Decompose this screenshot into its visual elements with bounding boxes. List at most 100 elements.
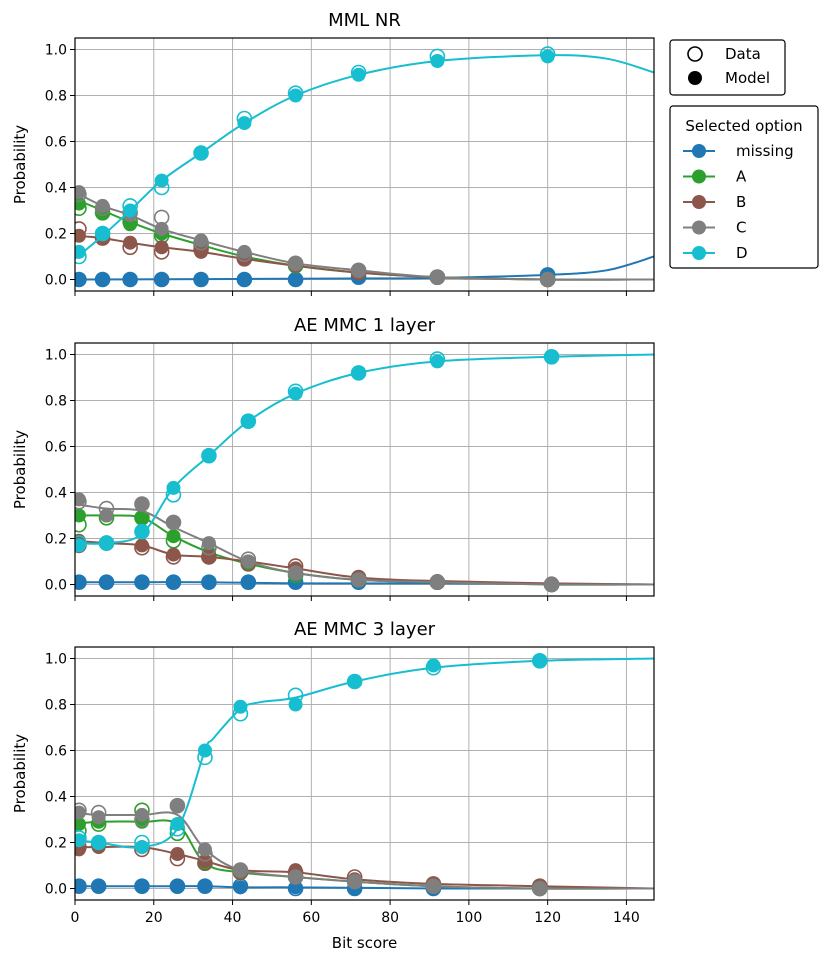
- model-point-A: [134, 510, 149, 525]
- model-point-D: [91, 835, 106, 850]
- legend-marker-icon: [692, 144, 706, 158]
- legend-data-model: Data Model: [669, 39, 786, 96]
- model-point-C: [288, 870, 303, 884]
- y-tick-label: 0.8: [45, 89, 67, 105]
- model-point-C: [347, 874, 362, 889]
- model-point-missing: [233, 880, 248, 895]
- model-point-D: [233, 699, 248, 714]
- model-point-A: [75, 817, 86, 832]
- model-point-C: [430, 575, 445, 590]
- legend-label-B: B: [736, 193, 746, 211]
- model-point-D: [347, 674, 362, 689]
- series-C: [75, 492, 654, 593]
- model-point-missing: [134, 879, 149, 894]
- model-point-C: [351, 572, 366, 587]
- panel-3: 0.0 0.2 0.4 0.6 0.8 1.0 0 20 40 60 80 100 120 140 AE M…: [11, 619, 655, 952]
- model-point-C: [430, 270, 445, 285]
- model-point-D: [166, 480, 181, 495]
- model-point-missing: [194, 272, 209, 287]
- series-layer: [75, 652, 654, 897]
- model-point-B: [166, 547, 181, 562]
- legend-title: Selected option: [685, 117, 802, 135]
- y-axis-label: Probability: [11, 430, 29, 509]
- model-point-D: [154, 173, 169, 188]
- model-point-D: [288, 697, 303, 712]
- legend-entry-D: D: [683, 244, 748, 262]
- x-tick-label: 140: [613, 910, 640, 926]
- y-tick-label: 0.4: [45, 181, 67, 197]
- model-point-B: [123, 235, 138, 250]
- model-point-B: [170, 847, 185, 861]
- series-C: [75, 797, 654, 897]
- model-point-missing: [241, 575, 256, 590]
- model-point-C: [544, 577, 559, 592]
- model-point-D: [134, 524, 149, 539]
- model-point-A: [166, 529, 181, 544]
- series-B: [75, 836, 654, 895]
- y-axis-label: Probability: [11, 734, 29, 813]
- model-point-D: [532, 653, 547, 668]
- panel-1: 0.0 0.2 0.4 0.6 0.8 1.0 MML NR Probability: [11, 10, 655, 296]
- axes-frame: [74, 37, 655, 292]
- model-point-D: [540, 49, 555, 64]
- legend-marker-icon: [692, 246, 706, 260]
- model-point-C: [288, 566, 303, 580]
- model-point-C: [201, 536, 216, 551]
- x-tick-label: 0: [71, 910, 80, 926]
- model-point-C: [75, 185, 86, 200]
- model-point-missing: [75, 575, 86, 590]
- model-point-D: [75, 833, 86, 848]
- model-point-C: [197, 842, 212, 857]
- y-tick-label: 0.4: [45, 486, 67, 502]
- model-point-C: [91, 810, 106, 825]
- legend-label-C: C: [736, 219, 746, 237]
- model-point-C: [241, 554, 256, 569]
- legend-marker-icon: [692, 195, 706, 209]
- series-D: [75, 348, 654, 553]
- model-point-missing: [197, 879, 212, 894]
- x-tick-label: 20: [145, 910, 163, 926]
- model-point-D: [170, 817, 185, 832]
- model-point-missing: [154, 272, 169, 287]
- model-point-C: [154, 221, 169, 236]
- model-point-missing: [170, 879, 185, 894]
- y-tick-label: 0.6: [45, 744, 67, 760]
- grid: [74, 647, 654, 900]
- series-line-D: [75, 657, 654, 849]
- model-point-B: [134, 538, 149, 553]
- model-point-C: [532, 881, 547, 896]
- model-point-C: [99, 508, 114, 523]
- model-point-missing: [166, 575, 181, 590]
- model-point-C: [75, 805, 86, 820]
- model-point-D: [197, 743, 212, 758]
- model-point-D: [237, 116, 252, 131]
- legend-label-missing: missing: [736, 142, 794, 160]
- model-point-missing: [237, 272, 252, 287]
- y-tick-label: 1.0: [45, 348, 67, 364]
- legend-entry-missing: missing: [683, 142, 794, 160]
- model-point-missing: [75, 879, 86, 894]
- filled-circle-icon: [688, 71, 702, 85]
- model-point-missing: [95, 272, 110, 287]
- model-point-D: [134, 840, 149, 855]
- series-layer: [75, 348, 654, 593]
- model-point-C: [351, 263, 366, 278]
- model-point-C: [134, 807, 149, 822]
- model-point-D: [75, 538, 86, 553]
- model-point-C: [540, 272, 555, 287]
- x-axis-label: Bit score: [332, 934, 397, 952]
- model-point-D: [351, 67, 366, 82]
- y-tick-label: 1.0: [45, 43, 67, 59]
- y-tick-label: 0.2: [45, 227, 67, 243]
- model-point-D: [95, 226, 110, 241]
- model-point-C: [426, 879, 441, 894]
- y-tick-label: 0.2: [45, 836, 67, 852]
- series-line-D: [75, 353, 654, 545]
- y-tick-label: 0.0: [45, 273, 67, 289]
- model-point-missing: [99, 575, 114, 590]
- model-point-C: [170, 798, 185, 813]
- y-tick-label: 0.6: [45, 440, 67, 456]
- legend-entry-C: C: [683, 219, 746, 237]
- legend-marker-icon: [692, 220, 706, 235]
